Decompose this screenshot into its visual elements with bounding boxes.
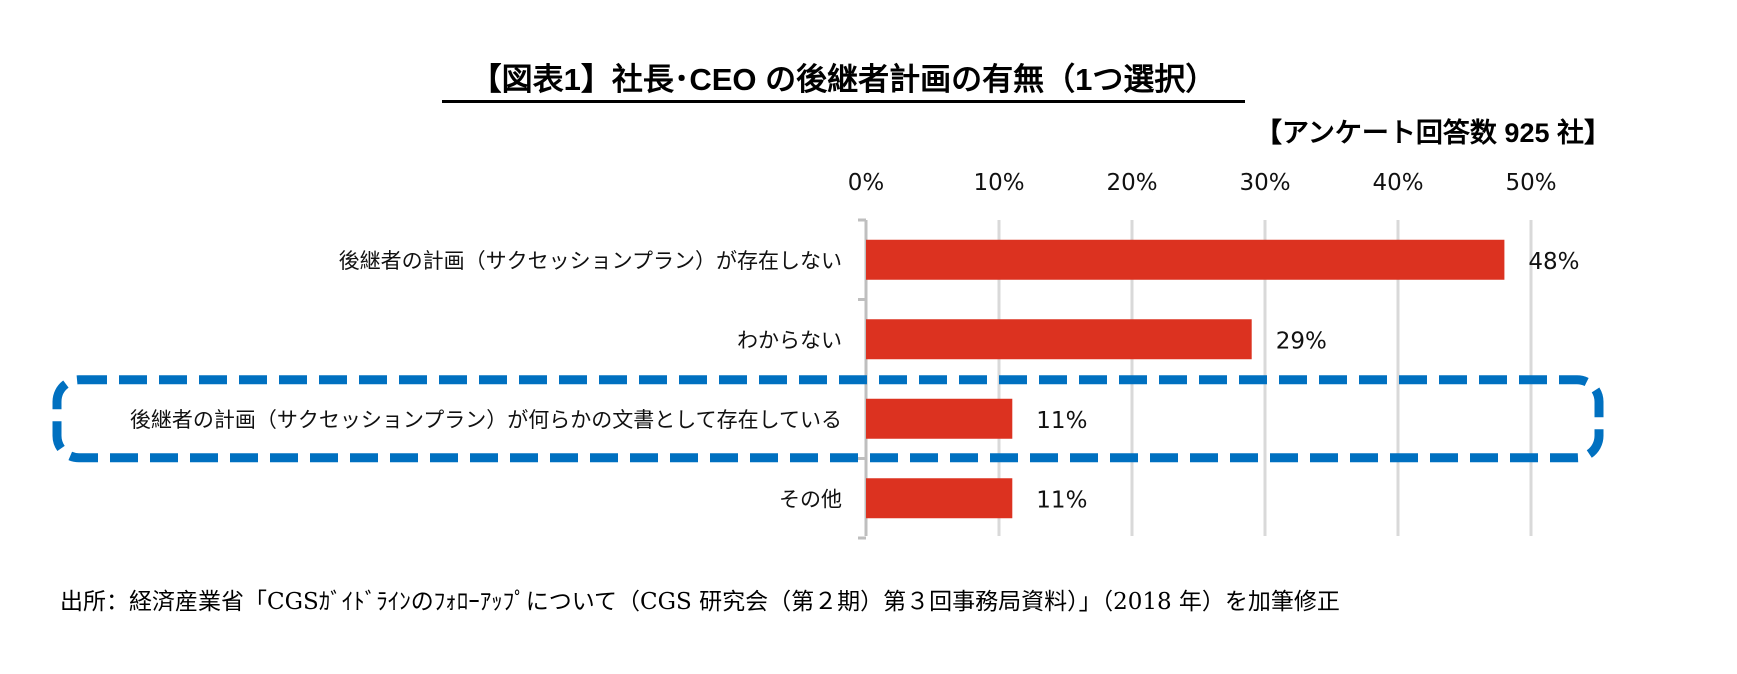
category-label: わからない	[737, 328, 842, 352]
x-tick-label: 30%	[1239, 170, 1290, 196]
category-label: 後継者の計画（サクセッションプラン）が存在しない	[339, 249, 842, 273]
source-note: 出所：経済産業省「CGSｶﾞｲﾄﾞﾗｲﾝのﾌｫﾛｰｱｯﾌﾟについて（CGS 研究…	[60, 589, 1340, 615]
bars	[866, 239, 1505, 519]
bar	[866, 398, 1013, 439]
x-tick-label: 10%	[973, 170, 1024, 196]
value-labels: 48% 29% 11% 11%	[1036, 249, 1579, 514]
x-axis-ticks: 0% 10% 20% 30% 40% 50%	[848, 170, 1557, 196]
x-tick-label: 20%	[1106, 170, 1157, 196]
data-label: 48%	[1528, 249, 1579, 275]
chart-title: 【図表1】社長･CEO の後継者計画の有無（1つ選択）	[470, 62, 1217, 97]
data-label: 29%	[1276, 328, 1327, 354]
bar	[866, 478, 1013, 519]
bar	[866, 319, 1252, 360]
data-label: 11%	[1036, 487, 1087, 513]
category-label: その他	[779, 487, 842, 511]
title-underline	[442, 100, 1245, 103]
category-label: 後継者の計画（サクセッションプラン）が何らかの文書として存在している	[130, 408, 842, 432]
category-labels: 後継者の計画（サクセッションプラン）が存在しないわからない後継者の計画（サクセッ…	[130, 249, 842, 512]
x-tick-label: 0%	[848, 170, 885, 196]
x-tick-label: 40%	[1372, 170, 1423, 196]
bar	[866, 239, 1505, 280]
x-tick-label: 50%	[1505, 170, 1556, 196]
data-label: 11%	[1036, 408, 1087, 434]
respondent-count-label: 【アンケート回答数 925 社】	[1255, 118, 1611, 148]
